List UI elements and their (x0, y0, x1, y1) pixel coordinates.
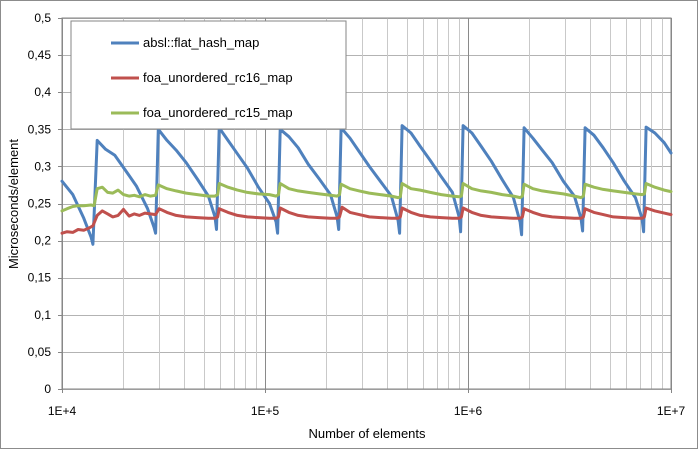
y-axis-ticks: 0 0,05 0,1 0,15 0,2 0,25 0,3 0,35 0,4 0,45 0,5 (28, 11, 62, 396)
x-tick-label: 1E+7 (657, 404, 686, 418)
y-tick-label: 0,1 (34, 308, 51, 322)
series-layer (60, 124, 673, 246)
legend-label-1: foa_unordered_rc16_map (143, 70, 293, 85)
legend-items: absl::flat_hash_mapfoa_unordered_rc16_ma… (111, 35, 293, 120)
y-tick-label: 0,35 (28, 122, 52, 136)
y-tick-label: 0,4 (34, 85, 51, 99)
y-tick-label: 0,45 (28, 48, 52, 62)
y-tick-label: 0,15 (28, 271, 52, 285)
x-axis-title: Number of elements (308, 426, 426, 441)
series-line-2 (60, 182, 673, 213)
plot-area-border (61, 17, 672, 390)
y-tick-label: 0,3 (34, 159, 51, 173)
legend-label-2: foa_unordered_rc15_map (143, 105, 293, 120)
y-tick-label: 0 (44, 382, 51, 396)
x-tick-label: 1E+6 (454, 404, 483, 418)
legend-label-0: absl::flat_hash_map (143, 35, 259, 50)
x-tick-label: 1E+5 (251, 404, 280, 418)
y-tick-label: 0,05 (28, 345, 52, 359)
legend-box (70, 20, 347, 130)
legend: absl::flat_hash_mapfoa_unordered_rc16_ma… (70, 20, 347, 130)
x-axis-ticks: 1E+4 1E+5 1E+6 1E+7 (48, 389, 686, 418)
y-tick-label: 0,5 (34, 11, 51, 25)
y-tick-label: 0,25 (28, 197, 52, 211)
y-axis-title: Microseconds/element (6, 139, 21, 269)
series-line-1 (60, 205, 673, 235)
series-line-0 (60, 124, 673, 246)
y-tick-label: 0,2 (34, 234, 51, 248)
x-tick-label: 1E+4 (48, 404, 77, 418)
